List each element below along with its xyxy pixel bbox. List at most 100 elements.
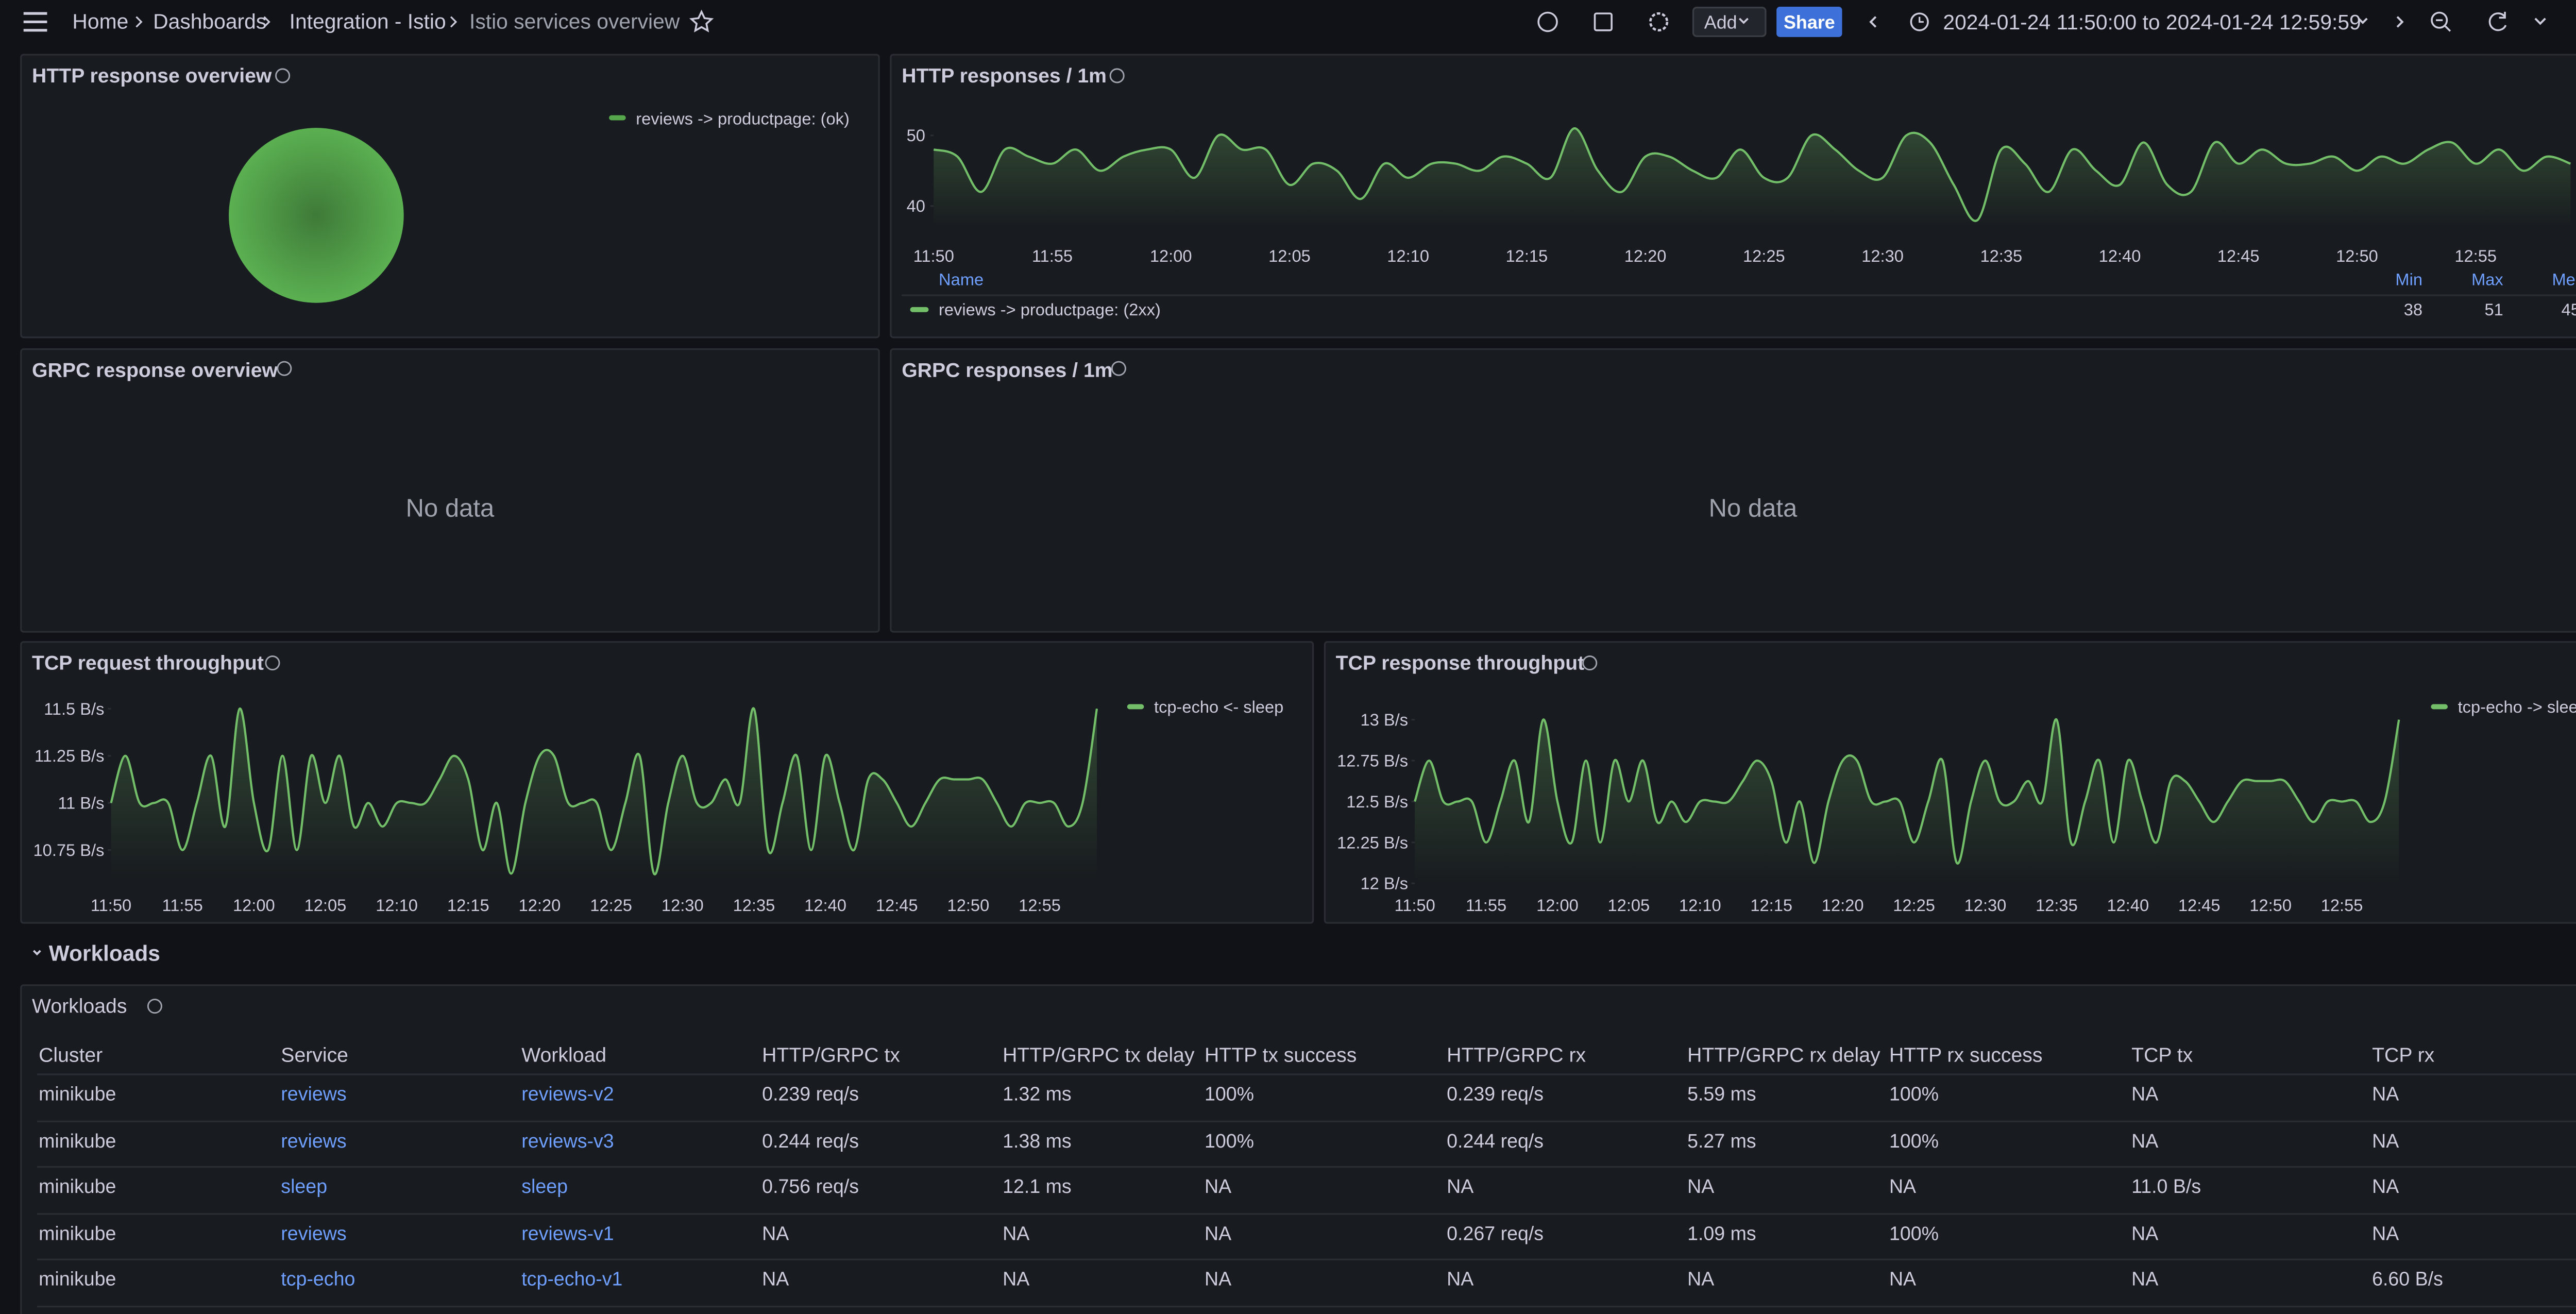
- column-header[interactable]: TCP tx: [2131, 1043, 2193, 1067]
- menu-icon[interactable]: [24, 13, 47, 30]
- table-cell: NA: [2372, 1224, 2399, 1244]
- table-cell: NA: [1003, 1224, 1029, 1244]
- table-cell: 1.32 ms: [1003, 1085, 1072, 1105]
- table-cell: NA: [2131, 1224, 2158, 1244]
- table-cell: 12.1 ms: [1003, 1178, 1072, 1198]
- panel: HTTP responses / 1m: [890, 54, 2576, 338]
- panel-title: HTTP response overview: [32, 64, 272, 88]
- table-cell[interactable]: reviews: [281, 1132, 346, 1152]
- table-cell: minikube: [39, 1224, 116, 1244]
- add-label[interactable]: Add: [1704, 12, 1737, 33]
- time-range[interactable]: 2024-01-24 11:50:00 to 2024-01-24 12:59:…: [1943, 10, 2361, 34]
- column-header[interactable]: Workload: [521, 1043, 606, 1067]
- breadcrumb-current: Istio services overview: [469, 10, 680, 34]
- refresh-icon[interactable]: [2489, 12, 2505, 30]
- settings-icon[interactable]: [1650, 13, 1667, 30]
- panel-title: GRPC response overview: [32, 359, 278, 382]
- panel: Workloads: [20, 984, 2576, 1314]
- panel: TCP response throughput: [1324, 641, 2576, 924]
- column-header[interactable]: Cluster: [39, 1043, 103, 1067]
- table-cell: NA: [1889, 1270, 1916, 1290]
- table-cell: 0.267 req/s: [1447, 1224, 1544, 1244]
- no-data: No data: [892, 495, 2576, 524]
- column-header[interactable]: HTTP tx success: [1205, 1043, 1357, 1067]
- table-cell: minikube: [39, 1132, 116, 1152]
- table-cell: NA: [1687, 1178, 1714, 1198]
- table-cell: 100%: [1205, 1085, 1254, 1105]
- table-cell: 1.09 ms: [1687, 1224, 1756, 1244]
- table-cell: NA: [1205, 1224, 1231, 1244]
- table-cell: 100%: [1889, 1132, 1939, 1152]
- table-cell: 0.239 req/s: [762, 1085, 859, 1105]
- panel-title: Workloads: [32, 995, 127, 1018]
- panel: GRPC responses / 1m No data: [890, 348, 2576, 633]
- table-cell: NA: [1447, 1178, 1473, 1198]
- panel-title: HTTP responses / 1m: [902, 64, 1107, 88]
- panel: TCP request throughput: [20, 641, 1314, 924]
- table-cell: NA: [2131, 1132, 2158, 1152]
- table-cell[interactable]: reviews: [281, 1224, 346, 1244]
- table-cell: NA: [1205, 1270, 1231, 1290]
- table-cell: 11.0 B/s: [2131, 1178, 2201, 1198]
- table-cell: 100%: [1205, 1132, 1254, 1152]
- table-cell[interactable]: reviews: [281, 1085, 346, 1105]
- table-cell: 0.244 req/s: [762, 1132, 859, 1152]
- table-cell: minikube: [39, 1270, 116, 1290]
- column-header[interactable]: HTTP/GRPC rx: [1447, 1043, 1586, 1067]
- row-divider: [37, 1212, 2576, 1214]
- table-cell: 100%: [1889, 1224, 1939, 1244]
- table-cell: 1.38 ms: [1003, 1132, 1072, 1152]
- table-cell: 0.756 req/s: [762, 1178, 859, 1198]
- no-data: No data: [22, 495, 878, 524]
- table-cell[interactable]: tcp-echo-v1: [521, 1270, 622, 1290]
- table-cell: NA: [762, 1224, 789, 1244]
- column-header[interactable]: Service: [281, 1043, 348, 1067]
- column-header[interactable]: HTTP/GRPC tx delay: [1003, 1043, 1194, 1067]
- star-icon[interactable]: [691, 12, 711, 31]
- table-cell: NA: [1889, 1178, 1916, 1198]
- column-header[interactable]: HTTP/GRPC rx delay: [1687, 1043, 1880, 1067]
- table-cell: 5.59 ms: [1687, 1085, 1756, 1105]
- table-cell[interactable]: reviews-v2: [521, 1085, 614, 1105]
- row-divider: [37, 1305, 2576, 1306]
- table-cell: NA: [1205, 1178, 1231, 1198]
- column-header[interactable]: HTTP rx success: [1889, 1043, 2043, 1067]
- column-header[interactable]: HTTP/GRPC tx: [762, 1043, 900, 1067]
- table-cell[interactable]: reviews-v3: [521, 1132, 614, 1152]
- table-cell: NA: [2131, 1270, 2158, 1290]
- share-label[interactable]: Share: [1784, 12, 1835, 33]
- panel-title: TCP request throughput: [32, 651, 264, 675]
- row-divider: [37, 1073, 2576, 1075]
- row-divider: [37, 1258, 2576, 1260]
- info-icon[interactable]: [1538, 12, 1557, 31]
- panel-title: GRPC responses / 1m: [902, 359, 1112, 382]
- panel-title: TCP response throughput: [1336, 651, 1585, 675]
- table-cell: NA: [2372, 1132, 2399, 1152]
- breadcrumb[interactable]: Dashboards: [153, 10, 266, 34]
- table-cell: NA: [1447, 1270, 1473, 1290]
- table-cell[interactable]: sleep: [521, 1178, 568, 1198]
- table-cell: 5.27 ms: [1687, 1132, 1756, 1152]
- table-cell: 0.239 req/s: [1447, 1085, 1544, 1105]
- table-cell: minikube: [39, 1178, 116, 1198]
- table-cell[interactable]: reviews-v1: [521, 1224, 614, 1244]
- table-cell: 6.60 B/s: [2372, 1270, 2443, 1290]
- row-divider: [37, 1120, 2576, 1121]
- breadcrumb[interactable]: Integration - Istio: [290, 10, 446, 34]
- row-divider: [37, 1166, 2576, 1168]
- table-cell: 0.244 req/s: [1447, 1132, 1544, 1152]
- table-cell: NA: [2372, 1085, 2399, 1105]
- table-cell[interactable]: sleep: [281, 1178, 327, 1198]
- column-header[interactable]: TCP rx: [2372, 1043, 2434, 1067]
- table-cell[interactable]: tcp-echo: [281, 1270, 355, 1290]
- panel: HTTP response overview: [20, 54, 880, 338]
- table-cell: NA: [762, 1270, 789, 1290]
- breadcrumb[interactable]: Home: [72, 10, 128, 34]
- row-title[interactable]: Workloads: [49, 940, 160, 966]
- table-cell: minikube: [39, 1085, 116, 1105]
- table-cell: NA: [1003, 1270, 1029, 1290]
- table-cell: NA: [2372, 1178, 2399, 1198]
- save-icon[interactable]: [1595, 13, 1612, 30]
